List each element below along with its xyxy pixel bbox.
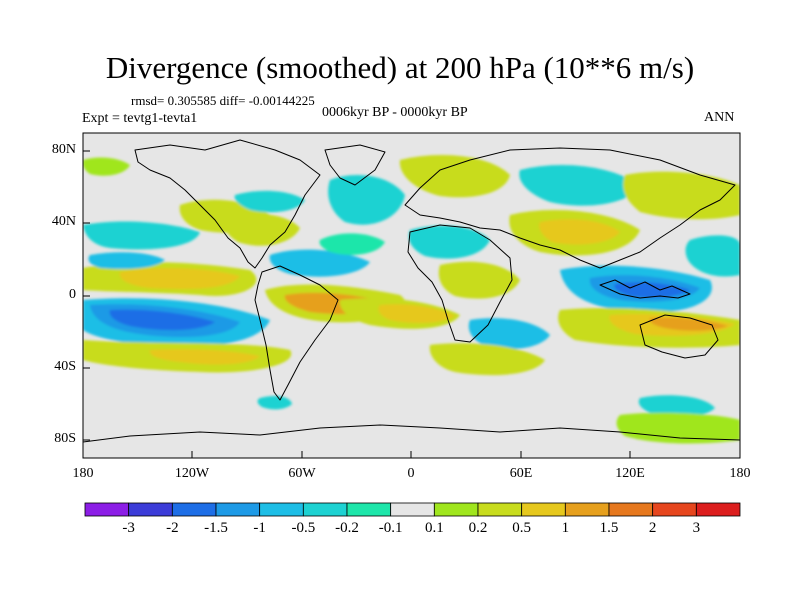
- lon-tick-label: 60W: [288, 466, 316, 481]
- field-region: [429, 343, 545, 376]
- north-america-coastline: [134, 139, 321, 269]
- africa-coastline: [407, 224, 513, 343]
- field-region: [319, 233, 385, 255]
- field-region: [88, 252, 165, 270]
- experiment-label: Expt = tevtg1-tevta1: [82, 111, 198, 126]
- field-region: [399, 155, 510, 198]
- stats-text: rmsd= 0.305585 diff= -0.00144225: [131, 93, 315, 108]
- field-region: [328, 175, 405, 225]
- colorbar-label: -3: [122, 520, 135, 536]
- colorbar-label: -0.2: [335, 520, 359, 536]
- colorbar: [84, 502, 741, 517]
- divergence-field: [83, 133, 740, 458]
- colorbar-label: 1: [561, 520, 570, 536]
- field-region: [109, 309, 215, 331]
- australia-coastline: [639, 314, 719, 359]
- field-region: [119, 268, 240, 289]
- field-region: [623, 171, 740, 220]
- colorbar-swatch: [608, 502, 654, 517]
- colorbar-swatch: [128, 502, 173, 517]
- colorbar-label: 0.5: [512, 520, 532, 536]
- lat-tick-label: 80N: [51, 142, 76, 157]
- field-region: [468, 318, 550, 350]
- field-region: [224, 213, 300, 246]
- plot-title: Divergence (smoothed) at 200 hPa (10**6 …: [105, 50, 695, 85]
- field-region: [83, 157, 130, 176]
- south-america-coastline: [254, 265, 339, 401]
- europe-asia-coastline: [404, 147, 736, 269]
- colorbar-swatch: [84, 502, 130, 517]
- colorbar-label: -1.5: [204, 520, 228, 536]
- colorbar-swatch: [171, 502, 217, 517]
- field-region: [685, 235, 740, 277]
- field-region: [149, 349, 260, 365]
- colorbar-swatch: [521, 502, 566, 517]
- colorbar-label: 3: [692, 520, 701, 536]
- antarctica-coastline: [83, 424, 740, 443]
- colorbar-swatch: [564, 502, 610, 517]
- field-region: [83, 221, 200, 250]
- lon-tick-label: 120W: [174, 466, 210, 481]
- lon-tick-label: 180: [72, 466, 94, 481]
- colorbar-label: 0.2: [468, 520, 488, 536]
- lat-tick-label: 0: [69, 287, 76, 302]
- lon-tick-label: 0: [407, 466, 415, 481]
- field-region: [638, 395, 715, 418]
- lon-tick-label: 60E: [509, 466, 533, 481]
- field-region: [269, 249, 370, 277]
- colorbar-label: -0.1: [378, 520, 403, 536]
- period-label: 0006kyr BP - 0000kyr BP: [322, 105, 468, 120]
- coastlines: [83, 139, 740, 443]
- colorbar-swatch: [433, 502, 479, 517]
- season-label: ANN: [704, 110, 735, 125]
- lat-tick-label: 80S: [54, 431, 76, 446]
- lat-tick-label: 40N: [51, 214, 76, 229]
- colorbar-label: -1: [253, 520, 266, 536]
- colorbar-swatch: [259, 502, 304, 517]
- field-region: [408, 225, 490, 259]
- colorbar-swatch: [346, 502, 392, 517]
- colorbar-label: 2: [648, 520, 657, 536]
- field-region: [257, 396, 292, 410]
- colorbar-swatch: [477, 502, 523, 517]
- greenland-coastline: [324, 144, 386, 186]
- lon-tick-label: 120E: [615, 466, 645, 481]
- field-region: [234, 190, 305, 213]
- colorbar-label: -0.5: [291, 520, 316, 536]
- axis-ticks: [82, 150, 741, 458]
- colorbar-swatch: [652, 502, 697, 517]
- field-region: [649, 317, 728, 331]
- lat-tick-label: 40S: [54, 359, 76, 374]
- field-region: [539, 219, 620, 245]
- colorbar-label: 1.5: [599, 520, 619, 536]
- colorbar-swatch: [215, 502, 261, 517]
- colorbar-swatch: [390, 502, 435, 517]
- lon-tick-label: 180: [729, 466, 751, 481]
- colorbar-swatch: [302, 502, 348, 517]
- field-region: [519, 165, 640, 206]
- field-region: [438, 261, 520, 299]
- colorbar-label: -2: [166, 520, 179, 536]
- field-region: [616, 412, 740, 444]
- colorbar-label: 0.1: [424, 520, 444, 536]
- colorbar-swatch: [695, 502, 741, 517]
- maritime-continent-coastline: [599, 279, 691, 299]
- field-region: [378, 304, 455, 323]
